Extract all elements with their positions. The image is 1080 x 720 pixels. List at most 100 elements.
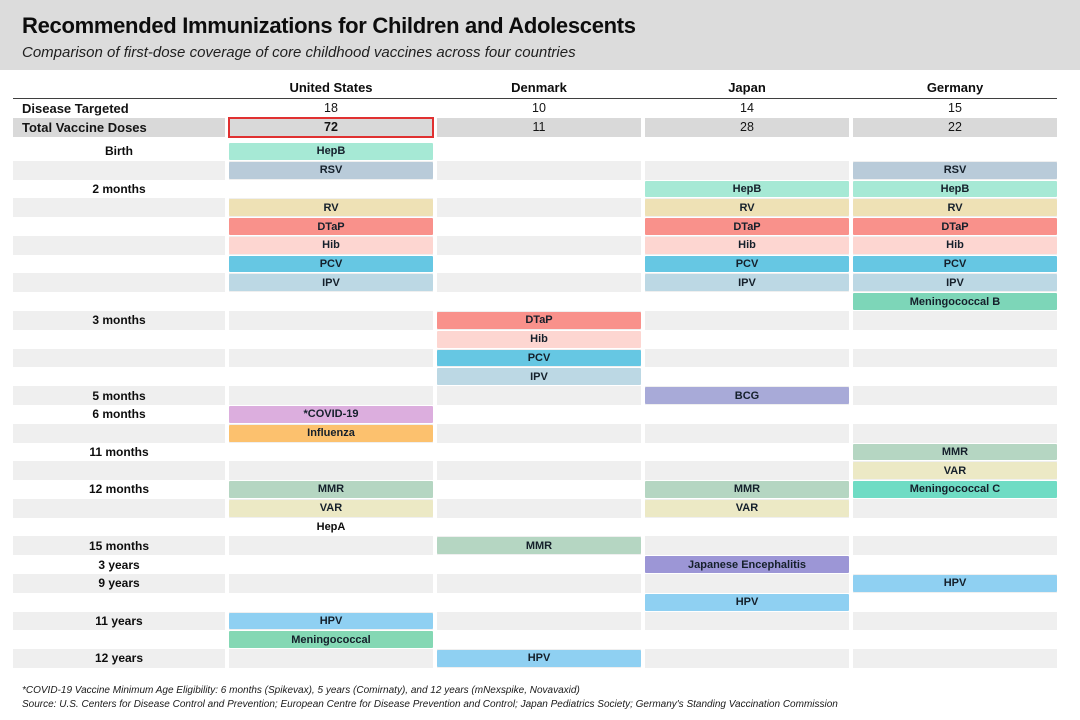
source-line: Source: U.S. Centers for Disease Control… xyxy=(22,698,838,710)
vaccine-cell xyxy=(853,593,1057,612)
vaccine-cell xyxy=(645,330,849,349)
vaccine-cell xyxy=(437,405,641,424)
table-row: RSV RSV xyxy=(13,160,1057,180)
vaccine-cell xyxy=(437,235,641,255)
age-label-cell xyxy=(13,593,225,612)
vaccine-cell xyxy=(853,142,1057,161)
vaccine-rows: Birth HepB RSV RSV 2 months HepB HepB RV RV RV DTa… xyxy=(13,142,1057,668)
vaccine-cell xyxy=(437,386,641,405)
vaccine-pill: HPV xyxy=(437,650,641,667)
vaccine-pill: DTaP xyxy=(645,218,849,235)
vaccine-cell xyxy=(229,555,433,574)
vaccine-cell: Meningococcal xyxy=(229,630,433,649)
table-row: Hib xyxy=(13,330,1057,349)
vaccine-cell xyxy=(853,367,1057,386)
table-row: 9 years HPV xyxy=(13,573,1057,593)
vaccine-cell xyxy=(645,573,849,593)
vaccine-cell xyxy=(437,160,641,180)
vaccine-cell xyxy=(437,292,641,311)
age-label: 11 months xyxy=(89,444,149,459)
stat-value: 10 xyxy=(532,101,546,115)
stat-label: Total Vaccine Doses xyxy=(13,118,225,137)
vaccine-pill: *COVID-19 xyxy=(229,405,433,423)
vaccine-cell: DTaP xyxy=(645,217,849,236)
age-label: 6 months xyxy=(92,407,146,422)
vaccine-cell xyxy=(645,142,849,161)
vaccine-cell: IPV xyxy=(645,273,849,293)
table-row: HepA xyxy=(13,518,1057,537)
vaccine-pill: VAR xyxy=(229,499,433,517)
vaccine-pill: PCV xyxy=(853,255,1057,273)
table-row: Meningococcal B xyxy=(13,292,1057,311)
vaccine-cell: RSV xyxy=(229,160,433,180)
vaccine-cell xyxy=(853,611,1057,631)
vaccine-cell xyxy=(437,142,641,161)
age-label-cell xyxy=(13,198,225,218)
vaccine-cell xyxy=(437,518,641,537)
vaccine-cell: Hib xyxy=(853,235,1057,255)
age-label: 11 years xyxy=(95,613,143,628)
table-row: IPV xyxy=(13,367,1057,386)
age-label-cell xyxy=(13,348,225,368)
vaccine-pill: IPV xyxy=(853,274,1057,292)
vaccine-cell xyxy=(645,292,849,311)
vaccine-cell: Meningococcal B xyxy=(853,292,1057,311)
corner-cell xyxy=(13,80,225,96)
table-row: VAR VAR xyxy=(13,498,1057,518)
vaccine-pill: PCV xyxy=(229,255,433,273)
stat-rows: Disease Targeted 18 10 14 15 Total Vaccine Do… xyxy=(13,99,1057,138)
vaccine-cell xyxy=(229,367,433,386)
vaccine-cell xyxy=(437,555,641,574)
vaccine-cell xyxy=(853,423,1057,443)
vaccine-cell: MMR xyxy=(229,480,433,499)
vaccine-pill: PCV xyxy=(437,349,641,367)
vaccine-pill: RV xyxy=(645,199,849,217)
vaccine-cell: HPV xyxy=(229,611,433,631)
page-title: Recommended Immunizations for Children a… xyxy=(22,13,636,38)
vaccine-cell xyxy=(645,405,849,424)
vaccine-pill: DTaP xyxy=(437,312,641,329)
vaccine-cell xyxy=(853,311,1057,330)
country-header-row: United States Denmark Japan Germany xyxy=(13,80,1057,99)
vaccine-pill: PCV xyxy=(645,255,849,273)
vaccine-pill: Japanese Encephalitis xyxy=(645,556,849,573)
age-label-cell: 12 years xyxy=(13,649,225,668)
table-row: DTaP DTaP DTaP xyxy=(13,217,1057,236)
vaccine-cell: Hib xyxy=(229,235,433,255)
vaccine-cell xyxy=(229,593,433,612)
vaccine-cell: PCV xyxy=(229,255,433,274)
age-label-cell: 6 months xyxy=(13,405,225,424)
age-label: 2 months xyxy=(92,181,146,196)
age-label-cell: 9 years xyxy=(13,573,225,593)
vaccine-cell xyxy=(229,292,433,311)
age-label-cell: Birth xyxy=(13,142,225,161)
vaccine-cell: IPV xyxy=(853,273,1057,293)
vaccine-cell xyxy=(437,611,641,631)
vaccine-cell xyxy=(853,498,1057,518)
table-row: 2 months HepB HepB xyxy=(13,180,1057,199)
vaccine-cell xyxy=(853,649,1057,668)
vaccine-pill: MMR xyxy=(437,537,641,555)
age-label-cell xyxy=(13,423,225,443)
vaccine-cell: Hib xyxy=(645,235,849,255)
vaccine-pill: HPV xyxy=(853,574,1057,592)
stat-value: 18 xyxy=(324,101,338,115)
vaccine-cell: HepB xyxy=(645,180,849,199)
header-band: Recommended Immunizations for Children a… xyxy=(0,0,1080,70)
vaccine-pill: VAR xyxy=(853,462,1057,480)
age-label-cell: 11 months xyxy=(13,443,225,462)
age-label: 3 months xyxy=(92,313,146,328)
age-label-cell: 15 months xyxy=(13,536,225,556)
vaccine-cell xyxy=(853,330,1057,349)
age-label-cell xyxy=(13,461,225,481)
vaccine-cell xyxy=(853,518,1057,537)
table-row: 11 years HPV xyxy=(13,611,1057,631)
age-label-cell xyxy=(13,330,225,349)
vaccine-cell xyxy=(645,348,849,368)
vaccine-cell: DTaP xyxy=(853,217,1057,236)
age-label: 15 months xyxy=(88,538,149,553)
column-header: Denmark xyxy=(511,80,567,95)
table-row: IPV IPV IPV xyxy=(13,273,1057,293)
vaccine-cell xyxy=(437,255,641,274)
table-row: Birth HepB xyxy=(13,142,1057,161)
